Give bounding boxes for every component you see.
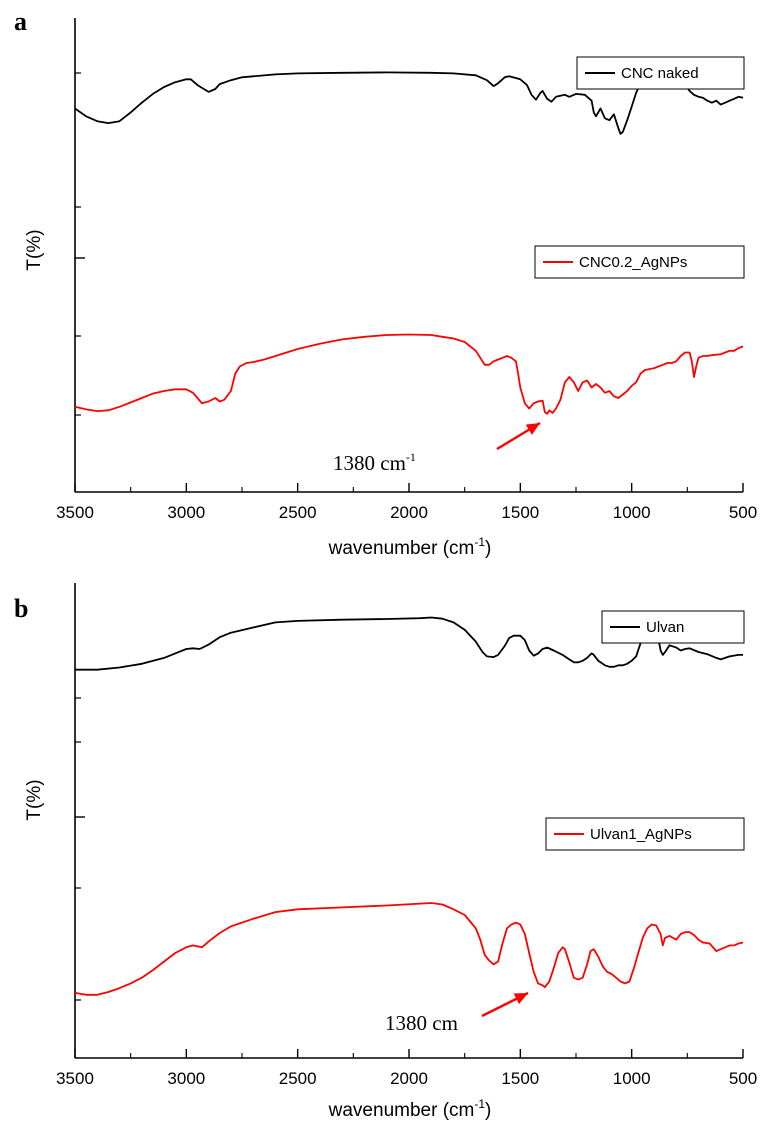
- x-axis-title: wavenumber (cm-1): [328, 535, 492, 559]
- x-tick-label: 3000: [167, 1069, 205, 1088]
- legend-label: Ulvan1_AgNPs: [590, 826, 692, 843]
- x-tick-label: 500: [729, 503, 757, 522]
- x-tick-label: 3000: [167, 503, 205, 522]
- chart-panel-b: b 3500 3000 2500 2000 1500 1000 500 Ulvan Ulvan1_…: [14, 583, 757, 1121]
- x-tick-label: 1500: [501, 1069, 539, 1088]
- annotation-arrowhead: [525, 423, 540, 435]
- legend-label: CNC0.2_AgNPs: [579, 254, 687, 271]
- annotation-label: 1380 cm-1: [333, 450, 416, 475]
- x-tick-label: 2000: [390, 1069, 428, 1088]
- panel-letter: b: [14, 594, 28, 623]
- y-axis-title: T(%): [24, 779, 45, 820]
- chart-panel-a: a 3500 3000 2500 2000 1500 1000 500 CNC naked CNC…: [14, 7, 757, 559]
- x-tick-label: 1000: [613, 1069, 651, 1088]
- x-tick-label: 500: [729, 1069, 757, 1088]
- x-tick-label: 3500: [56, 503, 94, 522]
- x-axis-title: wavenumber (cm-1): [328, 1097, 492, 1121]
- legend-label: Ulvan: [646, 619, 684, 636]
- series-line-2: [74, 333, 744, 415]
- annotation-label: 1380 cm: [385, 1011, 458, 1035]
- panel-letter: a: [14, 7, 27, 36]
- x-tick-label: 1000: [613, 503, 651, 522]
- x-tick-label: 2500: [279, 503, 317, 522]
- annotation-arrowhead: [513, 993, 528, 1005]
- x-tick-label: 3500: [56, 1069, 94, 1088]
- x-tick-label: 2000: [390, 503, 428, 522]
- x-tick-label: 1500: [501, 503, 539, 522]
- y-axis-title: T(%): [24, 229, 45, 270]
- legend-label: CNC naked: [621, 65, 699, 82]
- x-tick-label: 2500: [279, 1069, 317, 1088]
- series-line-2: [74, 902, 744, 996]
- series-line-1: [75, 616, 743, 671]
